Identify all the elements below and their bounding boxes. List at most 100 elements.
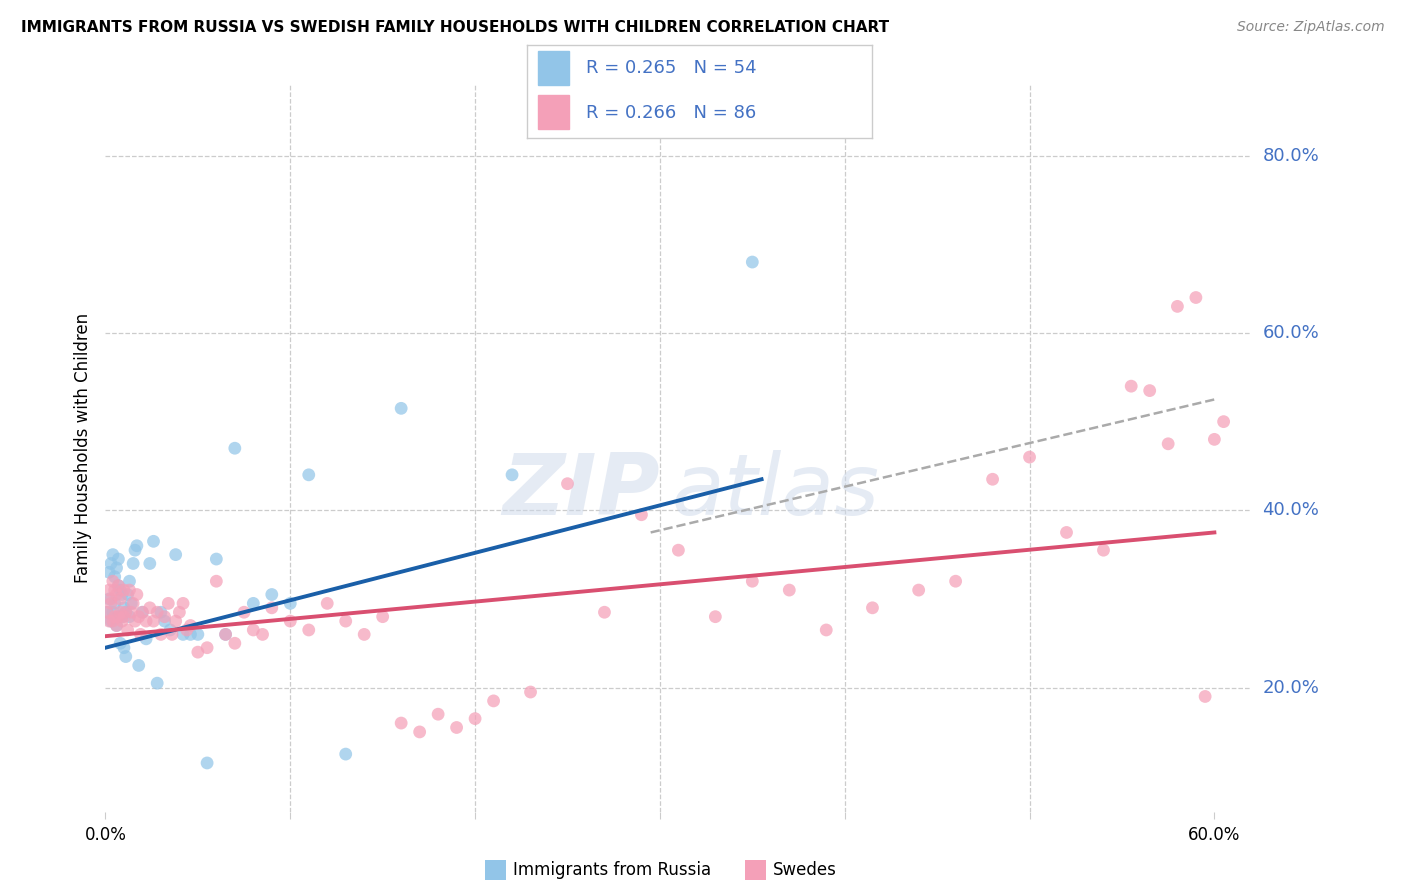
Point	[124, 614, 146, 628]
Point	[120, 605, 142, 619]
Point	[205, 552, 228, 566]
Point	[105, 587, 128, 601]
Point	[104, 583, 127, 598]
Point	[205, 574, 228, 589]
Point	[118, 574, 141, 589]
Point	[195, 756, 218, 770]
Point	[107, 552, 129, 566]
Point	[100, 557, 122, 571]
Point	[142, 614, 165, 628]
Text: Immigrants from Russia: Immigrants from Russia	[513, 861, 711, 879]
Point	[100, 596, 122, 610]
Point	[111, 587, 134, 601]
Point	[389, 716, 412, 731]
Point	[195, 640, 218, 655]
Point	[169, 605, 191, 619]
Text: IMMIGRANTS FROM RUSSIA VS SWEDISH FAMILY HOUSEHOLDS WITH CHILDREN CORRELATION CH: IMMIGRANTS FROM RUSSIA VS SWEDISH FAMILY…	[21, 20, 889, 35]
Point	[131, 605, 153, 619]
Point	[114, 605, 136, 619]
Text: R = 0.265   N = 54: R = 0.265 N = 54	[586, 59, 756, 77]
Point	[427, 707, 450, 722]
Point	[128, 609, 150, 624]
Point	[741, 255, 763, 269]
Point	[1185, 291, 1208, 305]
Point	[98, 591, 121, 606]
Point	[172, 627, 194, 641]
Point	[165, 614, 187, 628]
Text: R = 0.266   N = 86: R = 0.266 N = 86	[586, 104, 756, 122]
Point	[128, 658, 150, 673]
Point	[1204, 433, 1226, 447]
Text: 80.0%: 80.0%	[1263, 146, 1319, 165]
Point	[446, 721, 468, 735]
Point	[122, 596, 145, 610]
Point	[125, 539, 148, 553]
Text: 20.0%: 20.0%	[1263, 679, 1319, 697]
Point	[353, 627, 375, 641]
Point	[122, 557, 145, 571]
Point	[214, 627, 236, 641]
Point	[101, 548, 124, 562]
Point	[862, 600, 884, 615]
Point	[105, 561, 128, 575]
Point	[149, 627, 172, 641]
Point	[778, 583, 800, 598]
Point	[105, 618, 128, 632]
Point	[482, 694, 505, 708]
Point	[176, 623, 198, 637]
Point	[112, 609, 135, 624]
Point	[118, 609, 141, 624]
Point	[105, 618, 128, 632]
Point	[179, 618, 201, 632]
Point	[146, 605, 169, 619]
Point	[129, 627, 152, 641]
Point	[252, 627, 274, 641]
Point	[110, 591, 132, 606]
Point	[298, 623, 321, 637]
Point	[112, 600, 135, 615]
Point	[135, 614, 157, 628]
Point	[125, 587, 148, 601]
Point	[124, 543, 146, 558]
Point	[214, 627, 236, 641]
Point	[112, 583, 135, 598]
Point	[278, 596, 301, 610]
Point	[149, 605, 172, 619]
Point	[1157, 437, 1180, 451]
Point	[120, 596, 142, 610]
Bar	[537, 95, 568, 129]
Point	[165, 548, 187, 562]
Point	[104, 570, 127, 584]
Point	[278, 614, 301, 628]
Point	[153, 614, 176, 628]
Point	[110, 583, 132, 598]
Point	[408, 725, 430, 739]
Point	[981, 472, 1004, 486]
Point	[464, 712, 486, 726]
Point	[335, 614, 357, 628]
Text: ZIP: ZIP	[502, 450, 659, 533]
Point	[153, 609, 176, 624]
Text: Source: ZipAtlas.com: Source: ZipAtlas.com	[1237, 20, 1385, 34]
Point	[104, 596, 127, 610]
Point	[118, 583, 141, 598]
Point	[668, 543, 690, 558]
Point	[519, 685, 541, 699]
Point	[157, 596, 180, 610]
Point	[815, 623, 838, 637]
Point	[1212, 415, 1234, 429]
Point	[335, 747, 357, 761]
Point	[96, 605, 118, 619]
Point	[741, 574, 763, 589]
Point	[98, 583, 121, 598]
Point	[139, 600, 162, 615]
Point	[233, 605, 256, 619]
Point	[907, 583, 929, 598]
Point	[135, 632, 157, 646]
Point	[242, 596, 264, 610]
Point	[172, 596, 194, 610]
Text: 60.0%: 60.0%	[1263, 324, 1319, 342]
Text: atlas: atlas	[672, 450, 880, 533]
Point	[557, 476, 579, 491]
Point	[1194, 690, 1216, 704]
